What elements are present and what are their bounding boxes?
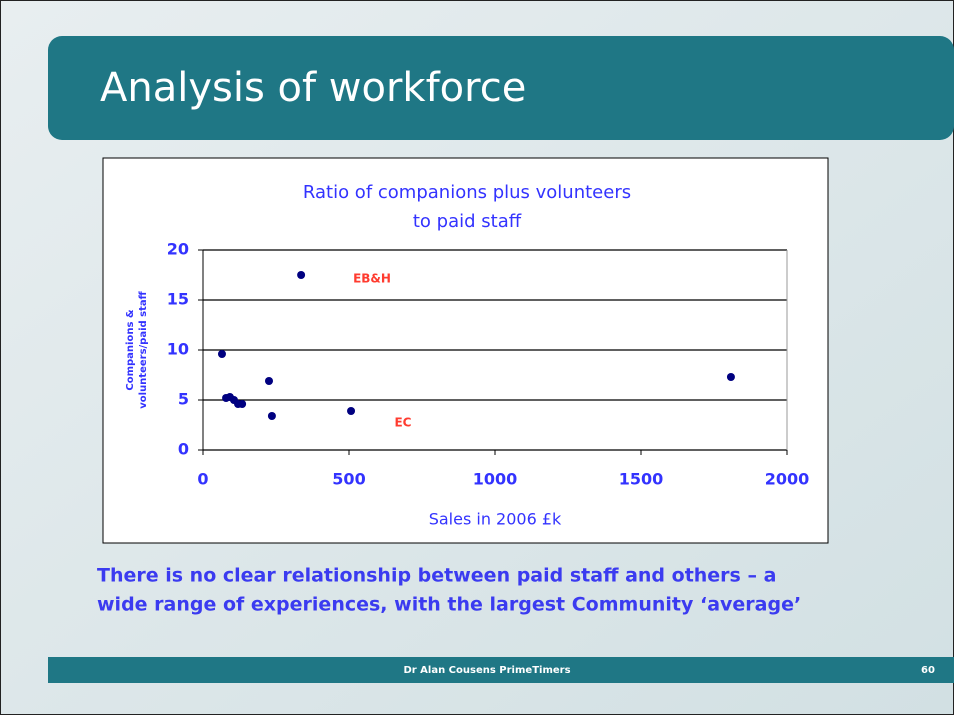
y-axis-label: Companions &: [125, 309, 136, 391]
slide-title: Analysis of workforce: [100, 65, 526, 111]
caption-line: wide range of experiences, with the larg…: [97, 594, 801, 616]
y-axis-label: volunteers/paid staff: [138, 290, 149, 408]
y-tick-label: 0: [178, 440, 189, 459]
annotation: EC: [394, 416, 411, 430]
y-tick-label: 5: [178, 390, 189, 409]
footer-text: Dr Alan Cousens PrimeTimers: [403, 665, 570, 676]
point: [347, 407, 356, 415]
y-tick-label: 20: [167, 240, 189, 259]
caption-line: There is no clear relationship between p…: [97, 565, 776, 587]
x-tick-label: 2000: [765, 470, 810, 489]
x-tick-label: 500: [332, 470, 365, 489]
point: [238, 400, 247, 408]
y-tick-label: 10: [167, 340, 189, 359]
footer-bar: [48, 657, 954, 683]
annotation: EB&H: [353, 272, 391, 286]
chart-title: Ratio of companions plus volunteers: [303, 182, 631, 203]
point: [264, 377, 273, 385]
chart: Ratio of companions plus volunteers to pa…: [125, 182, 809, 529]
chart-title: to paid staff: [413, 211, 522, 232]
y-tick-label: 15: [167, 290, 189, 309]
point: [726, 373, 735, 381]
point: [267, 412, 276, 420]
x-tick-label: 1000: [473, 470, 518, 489]
x-tick-label: 1500: [619, 470, 664, 489]
page-number: 60: [921, 665, 935, 676]
x-axis-label: Sales in 2006 £k: [429, 510, 562, 529]
x-tick-label: 0: [197, 470, 208, 489]
title-bar: [48, 36, 954, 140]
point: [217, 350, 226, 358]
point: [297, 271, 306, 279]
